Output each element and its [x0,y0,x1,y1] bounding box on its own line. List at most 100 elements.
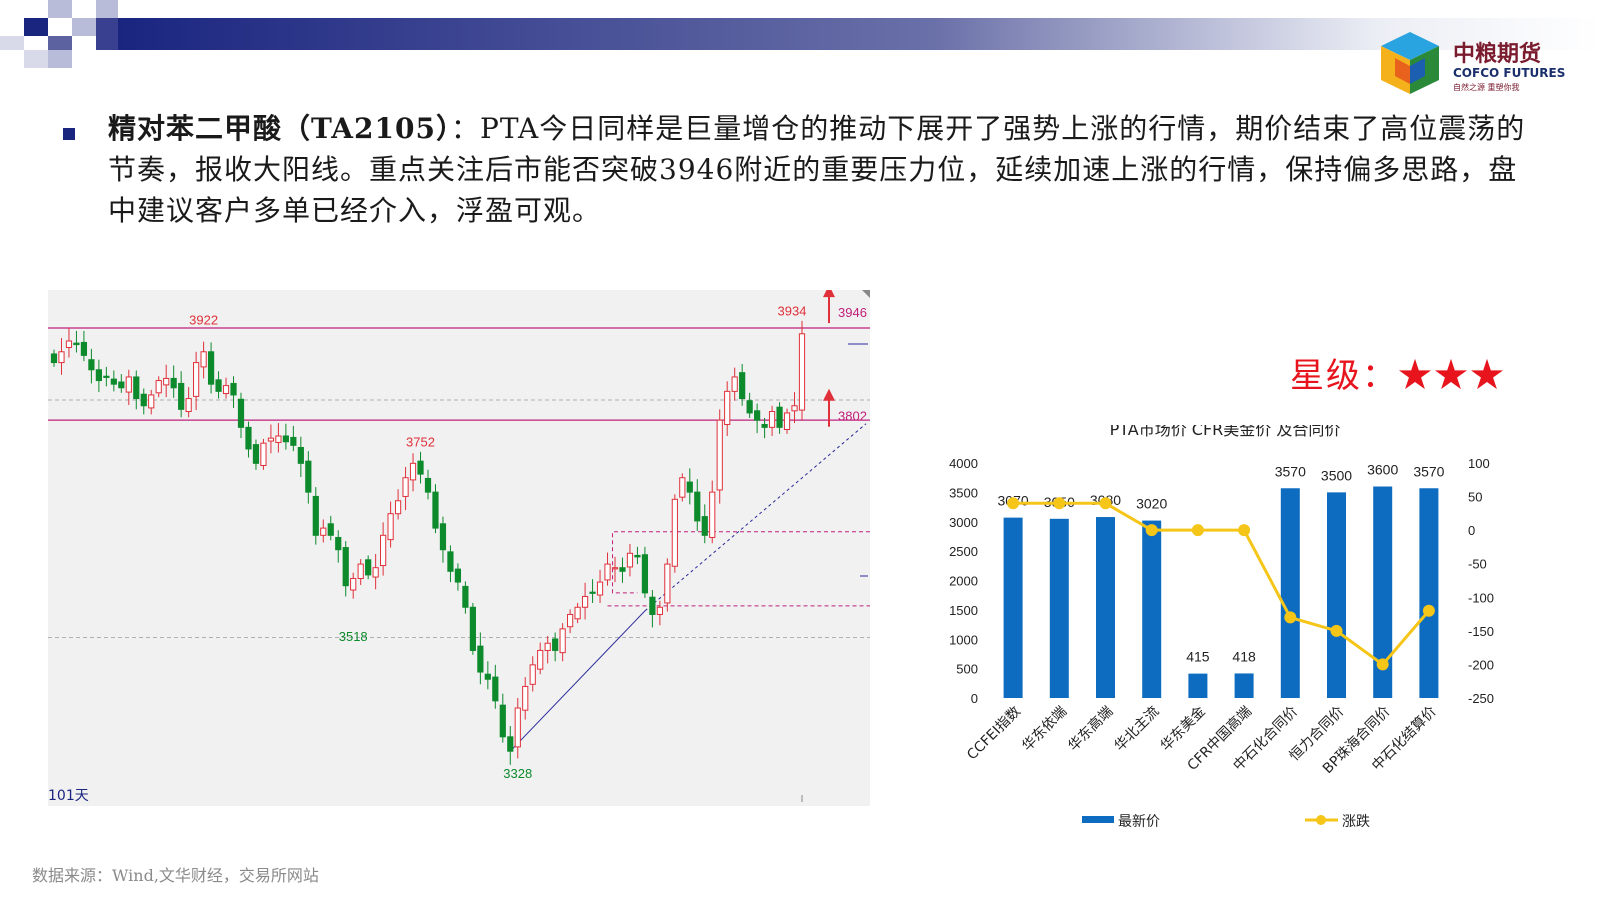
cofco-cube-icon [1381,32,1439,94]
line-point [1376,658,1389,671]
candle-body [267,437,275,442]
candle-body [335,536,342,551]
candle-body [207,351,215,385]
paragraph-title: 精对苯二甲酸（TA2105） [108,112,451,145]
candle-body [387,513,394,541]
candle-body [656,606,663,615]
bar-data-label: 3020 [1136,496,1167,512]
logo-slogan: 自然之源 重塑你我 [1453,83,1520,92]
candle-body [282,435,289,443]
star-rating: 星级：★★★ [1290,356,1506,396]
bar [1188,673,1208,698]
candlestick-chart: 3922 3752 3518 3328 3934 3946 3802 101天 [48,290,870,806]
candle-body [163,377,170,386]
paragraph-colon: ： [450,112,480,145]
corner-icon [862,290,870,298]
candle-body [297,447,304,464]
candle-body [350,577,357,591]
legend-line-label: 涨跌 [1342,814,1370,830]
candle-body [716,419,723,491]
line-point [1145,524,1158,537]
candle-body [237,398,245,428]
candle-body [118,381,125,389]
y-left-tick-label: 1500 [949,603,978,618]
period-label: 101天 [48,788,89,804]
candle-body [574,606,581,620]
logo-name-cn: 中粮期货 [1453,42,1542,67]
commentary-paragraph: 精对苯二甲酸（TA2105）：PTA今日同样是巨量增仓的推动下展开了强势上涨的行… [108,108,1538,231]
candle-body [110,378,117,385]
candle-body [664,563,671,604]
candle-body [252,444,260,464]
candle-body [596,581,604,596]
candle-body [619,567,626,572]
candle-body [402,477,409,497]
candle-body [529,664,536,685]
candle-body [462,585,469,608]
candle-body [200,351,207,368]
candle-body [589,591,596,594]
candle-body [215,379,222,392]
candle-body [80,341,88,356]
candle-body [394,500,402,515]
candle-body [320,527,327,536]
candle-body [611,567,619,570]
candle-body [709,491,716,538]
candle-body [327,523,334,536]
line-point [1422,604,1435,617]
candle-body [260,442,267,466]
candle-body [342,547,349,587]
bar [1096,517,1115,698]
candle-body [567,613,574,628]
y-left-tick-label: 4000 [949,456,978,471]
candle-body [477,645,484,673]
bar-data-label: 3500 [1321,467,1352,483]
candle-body [50,353,58,364]
line-point [1099,497,1112,510]
candle-body [58,351,65,364]
candle-body [634,554,641,558]
candle-body [133,376,140,400]
candle-body [739,372,746,400]
candle-body [514,707,521,748]
candle-body [701,516,708,536]
price-annotation: 3934 [778,304,807,319]
bar-data-label: 3570 [1413,463,1444,479]
legend-bar-label: 最新价 [1118,814,1160,830]
y-left-tick-label: 0 [971,691,978,706]
candle-body [499,704,506,738]
candle-body [724,390,731,425]
bar [1373,486,1393,698]
bar [1327,492,1346,698]
arrow-up-icon [823,388,835,401]
candle-body [409,462,417,481]
candle-body [454,568,462,583]
bar [1419,488,1439,698]
category-label: CCFEI指数 [964,704,1024,764]
y-left-tick-label: 3500 [949,485,978,500]
candle-body [380,534,387,567]
candle-body [754,410,761,421]
category-label: 华东高端 [1065,703,1117,755]
candle-body [791,405,798,412]
candle-body [559,628,566,654]
trend-line-projection [644,423,867,612]
candle-body [88,359,95,371]
y-left-tick-label: 1000 [949,632,978,647]
header-band [0,0,1600,68]
candle-body [604,563,611,581]
legend-bar-swatch [1082,816,1114,823]
paragraph-body: PTA今日同样是巨量增仓的推动下展开了强势上涨的行情，期价结束了高位震荡的节奏，… [108,112,1526,227]
bar-data-label: 418 [1232,648,1256,664]
bar-data-label: 3570 [1275,463,1306,479]
candle-body [65,340,73,348]
arrow-up-icon [823,290,835,298]
line-point [1238,524,1251,537]
candle-body [230,382,237,396]
price-annotation: 3752 [406,435,435,450]
y-left-tick-label: 2000 [949,574,978,589]
bar [1003,517,1023,698]
candle-body [626,552,634,568]
candle-body [424,477,432,493]
candle-body [552,638,559,651]
